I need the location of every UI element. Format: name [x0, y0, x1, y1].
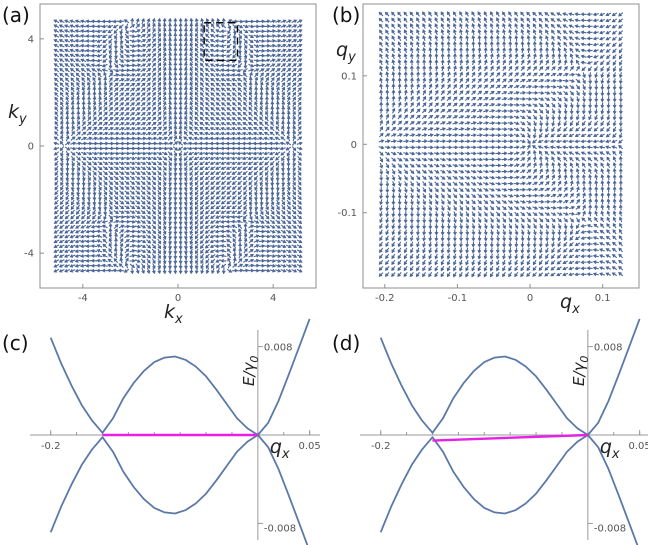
panel-b-ytick-label: -0.1	[337, 208, 357, 219]
panel-a-xtick-label: 0	[175, 293, 181, 304]
pa-field-arrows	[53, 17, 303, 275]
panel-a-ytick-label: 4	[28, 34, 34, 45]
pd-series-0	[379, 318, 641, 436]
panel-b-xtick-label: -0.1	[448, 293, 468, 304]
panel-a-xlabel: kx	[164, 301, 183, 327]
panel-b: -0.2 -0.1 0 0.1 0.1 0 -0.1 qx qy	[336, 3, 640, 317]
panel-label-c: (c)	[2, 331, 29, 355]
panel-b-ylabel: qy	[336, 39, 356, 65]
panel-d-ylabel: E/γ0	[570, 356, 591, 386]
panel-label-d: (d)	[332, 331, 360, 355]
pc-series-0	[49, 318, 311, 436]
panel-a-vector-field	[53, 17, 303, 275]
panel-b-xtick-label: 0.1	[595, 293, 611, 304]
panel-a: -4 0 4 -4 0 4 kx ky	[8, 3, 317, 327]
panel-d: -0.2 0.05 0.008 -0.008 qx E/γ0	[360, 318, 648, 545]
pd-ytick-label: -0.008	[594, 523, 626, 534]
panel-b-ticks: -0.2 -0.1 0 0.1 0.1 0 -0.1	[337, 71, 610, 304]
panel-d-curves	[379, 318, 641, 545]
pd-ytick-label: 0.008	[594, 343, 623, 354]
panel-b-xtick-label: -0.2	[375, 293, 395, 304]
panel-b-xlabel: qx	[560, 291, 580, 317]
panel-d-axes: -0.2 0.05 0.008 -0.008	[360, 330, 648, 540]
pc-ytick-label: 0.008	[264, 343, 293, 354]
pc-xtick-label: -0.2	[41, 441, 61, 452]
pd-xtick-label: -0.2	[371, 441, 391, 452]
pd-xtick-label: 0.05	[629, 441, 648, 452]
pd-series-1	[379, 434, 639, 545]
panel-b-xtick-label: 0	[527, 293, 533, 304]
panel-a-xtick-label: 4	[270, 293, 276, 304]
pc-ytick-label: -0.008	[264, 523, 296, 534]
panel-label-a: (a)	[2, 3, 30, 27]
panel-a-frame	[39, 3, 317, 289]
panel-b-ytick-label: 0	[351, 140, 357, 151]
panel-c-ylabel: E/γ0	[240, 356, 261, 386]
panel-label-b: (b)	[332, 3, 360, 27]
panel-a-inset-box	[203, 22, 239, 61]
panel-b-frame	[362, 3, 640, 289]
panel-a-xtick-label: -4	[78, 293, 88, 304]
pc-xtick-label: 0.05	[299, 441, 321, 452]
panel-b-ytick-label: 0.1	[341, 71, 357, 82]
pc-series-1	[49, 434, 309, 545]
panel-a-ytick-label: 0	[28, 142, 34, 153]
panel-c: -0.2 0.05 0.008 -0.008 qx E/γ0	[30, 318, 321, 545]
panel-c-xlabel: qx	[270, 436, 290, 462]
panel-a-ticks: -4 0 4 -4 0 4	[24, 34, 276, 304]
panel-a-ytick-label: -4	[24, 249, 34, 260]
panel-d-xlabel: qx	[600, 436, 620, 462]
panel-c-curves	[49, 318, 311, 545]
panel-a-ylabel: ky	[8, 101, 27, 127]
pb-field-arrows	[378, 11, 624, 278]
pd-cut-line	[432, 433, 588, 442]
panel-b-vector-field	[378, 11, 624, 278]
